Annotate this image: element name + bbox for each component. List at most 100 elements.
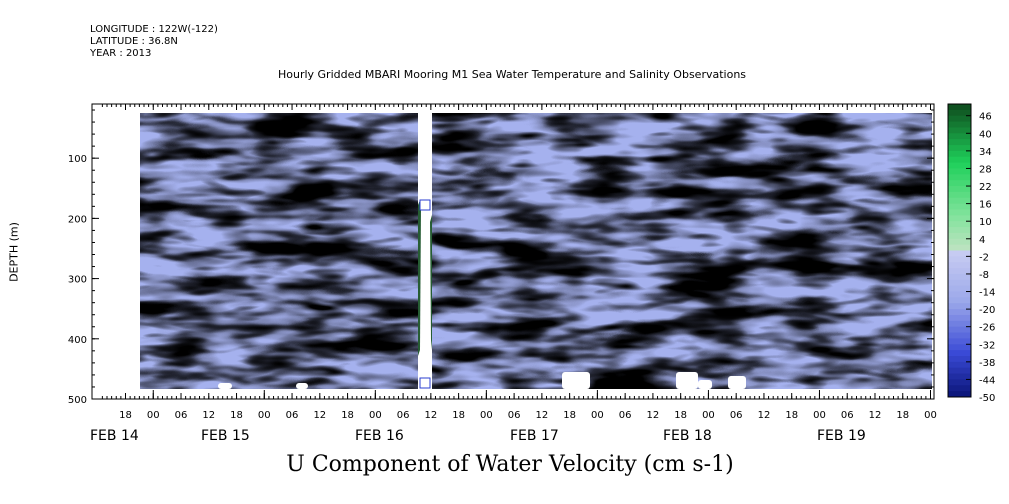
colorbar-swatch xyxy=(948,344,971,351)
y-tick-label: 200 xyxy=(68,214,87,225)
longitude-label: LONGITUDE : 122W(-122) xyxy=(90,24,218,35)
x-hour-label: 06 xyxy=(508,410,521,421)
x-hour-label: 06 xyxy=(286,410,299,421)
x-hour-label: 12 xyxy=(424,410,437,421)
colorbar-label: -14 xyxy=(979,288,995,299)
x-hour-label: 00 xyxy=(813,410,826,421)
colorbar-swatch xyxy=(948,332,971,339)
colorbar-label: 16 xyxy=(979,200,992,211)
x-hour-label: 18 xyxy=(452,410,465,421)
x-day-label: FEB 19 xyxy=(817,428,866,444)
gap-marker xyxy=(419,377,431,389)
x-day-label: FEB 14 xyxy=(90,428,139,444)
plot-frame xyxy=(91,103,935,400)
x-axis-label: U Component of Water Velocity (cm s-1) xyxy=(286,452,734,477)
colorbar-swatch xyxy=(948,156,971,164)
x-hour-label: 18 xyxy=(341,410,354,421)
x-hour-label: 18 xyxy=(230,410,243,421)
y-tick-label: 300 xyxy=(68,275,87,286)
colorbar-swatch xyxy=(948,338,971,345)
colorbar-swatch xyxy=(948,268,971,275)
colorbar-swatch xyxy=(948,109,971,117)
bottom-data-gap xyxy=(676,372,698,389)
colorbar-label: -8 xyxy=(979,270,989,281)
heatmap-strong-negative-layer xyxy=(140,113,932,389)
x-hour-label: 18 xyxy=(785,410,798,421)
colorbar-swatch xyxy=(948,121,971,128)
x-hour-label: 12 xyxy=(758,410,771,421)
x-hour-label: 00 xyxy=(369,410,382,421)
data-gaps xyxy=(218,113,746,389)
x-hour-label: 00 xyxy=(258,410,271,421)
year-label: YEAR : 2013 xyxy=(90,48,152,59)
colorbar-swatch xyxy=(948,320,971,328)
x-hour-label: 18 xyxy=(119,410,132,421)
colorbar-swatch xyxy=(948,279,971,287)
colorbar-label: -20 xyxy=(979,305,995,316)
colorbar-label: 40 xyxy=(979,129,992,140)
colorbar-swatch xyxy=(948,133,971,140)
y-tick-label: 500 xyxy=(68,395,87,406)
colorbar-label: 28 xyxy=(979,164,992,175)
colorbar-swatch xyxy=(948,209,971,216)
x-hour-label: 06 xyxy=(841,410,854,421)
x-hour-label: 06 xyxy=(175,410,188,421)
colorbar-label: 46 xyxy=(979,112,992,123)
colorbar-swatch xyxy=(948,244,971,251)
colorbar-swatch xyxy=(948,379,971,386)
colorbar-label: 4 xyxy=(979,235,985,246)
colorbar-swatch xyxy=(948,367,971,375)
bottom-data-gap xyxy=(698,380,712,389)
colorbar-swatch xyxy=(948,227,971,234)
x-hour-label: 00 xyxy=(591,410,604,421)
colorbar-label: 22 xyxy=(979,182,992,193)
colorbar-swatch xyxy=(948,221,971,228)
colorbar-swatch xyxy=(948,326,971,334)
colorbar-swatch xyxy=(948,139,971,146)
colorbar-swatch xyxy=(948,361,971,369)
x-hour-label: 00 xyxy=(924,410,937,421)
colorbar-label: -2 xyxy=(979,252,989,263)
colorbar-label: -38 xyxy=(979,358,995,369)
colorbar-swatch xyxy=(948,145,971,152)
colorbar-swatch xyxy=(948,168,971,175)
x-hour-label: 12 xyxy=(536,410,549,421)
bottom-data-gap xyxy=(218,383,232,389)
colorbar-label: 34 xyxy=(979,147,992,158)
colorbar-swatch xyxy=(948,314,971,322)
colorbar-swatch xyxy=(948,150,971,158)
x-hour-label: 18 xyxy=(563,410,576,421)
colorbar-swatch xyxy=(948,186,971,193)
colorbar-swatch xyxy=(948,273,971,281)
x-hour-label: 06 xyxy=(397,410,410,421)
x-hour-label: 18 xyxy=(896,410,909,421)
colorbar-swatch xyxy=(948,291,971,298)
colorbar-swatch xyxy=(948,385,971,392)
x-day-label: FEB 16 xyxy=(355,428,404,444)
colorbar-label: -50 xyxy=(979,393,995,404)
missing-data-column xyxy=(418,113,432,389)
colorbar-frame xyxy=(947,103,972,398)
x-hour-label: 12 xyxy=(869,410,882,421)
chart-title: Hourly Gridded MBARI Mooring M1 Sea Wate… xyxy=(277,68,747,81)
colorbar-label: -26 xyxy=(979,323,995,334)
colorbar-swatch xyxy=(948,191,971,199)
bottom-data-gap xyxy=(728,376,746,389)
colorbar-swatch xyxy=(948,104,971,111)
colorbar-swatch xyxy=(948,262,971,269)
colorbar-swatch xyxy=(948,285,971,293)
y-tick-label: 100 xyxy=(68,154,87,165)
bottom-data-gap xyxy=(562,372,590,389)
colorbar-swatch xyxy=(948,238,971,246)
x-day-label: FEB 17 xyxy=(510,428,559,444)
colorbar-swatch xyxy=(948,309,971,316)
colorbar-swatch xyxy=(948,180,971,187)
colorbar-swatch xyxy=(948,391,971,398)
x-hour-label: 12 xyxy=(202,410,215,421)
x-day-label: FEB 18 xyxy=(663,428,712,444)
colorbar-swatch xyxy=(948,174,971,181)
x-hour-label: 00 xyxy=(702,410,715,421)
x-hour-label: 06 xyxy=(619,410,632,421)
colorbar-label: -32 xyxy=(979,340,995,351)
x-hour-label: 00 xyxy=(147,410,160,421)
